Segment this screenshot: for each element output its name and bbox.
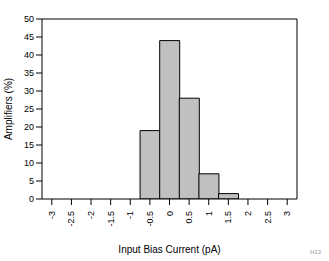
svg-text:0.5: 0.5 bbox=[184, 211, 194, 224]
svg-text:20: 20 bbox=[24, 122, 34, 132]
svg-text:-2: -2 bbox=[86, 211, 96, 219]
svg-text:0: 0 bbox=[29, 194, 34, 204]
html-text:H13: H13 bbox=[310, 249, 321, 255]
svg-text:45: 45 bbox=[24, 32, 34, 42]
svg-text:Amplifiers (%): Amplifiers (%) bbox=[8, 78, 14, 140]
svg-text:30: 30 bbox=[24, 86, 34, 96]
svg-text:10: 10 bbox=[24, 158, 34, 168]
svg-text:35: 35 bbox=[24, 68, 34, 78]
svg-text:-1.5: -1.5 bbox=[106, 211, 116, 227]
svg-text:50: 50 bbox=[24, 14, 34, 24]
svg-text:-1: -1 bbox=[125, 211, 135, 219]
svg-text:15: 15 bbox=[24, 140, 34, 150]
svg-text:2.5: 2.5 bbox=[263, 211, 273, 224]
svg-text:25: 25 bbox=[24, 104, 34, 114]
svg-text:Input Bias Current (pA): Input Bias Current (pA) bbox=[118, 244, 220, 255]
svg-text:-3: -3 bbox=[47, 211, 57, 219]
svg-text:-2.5: -2.5 bbox=[66, 211, 76, 227]
svg-text:0: 0 bbox=[165, 211, 175, 216]
svg-text:1: 1 bbox=[204, 211, 214, 216]
svg-text:3: 3 bbox=[282, 211, 292, 216]
svg-text:40: 40 bbox=[24, 50, 34, 60]
svg-text:2: 2 bbox=[243, 211, 253, 216]
svg-text:1.5: 1.5 bbox=[223, 211, 233, 224]
svg-text:-0.5: -0.5 bbox=[145, 211, 155, 227]
svg-text:5: 5 bbox=[29, 176, 34, 186]
